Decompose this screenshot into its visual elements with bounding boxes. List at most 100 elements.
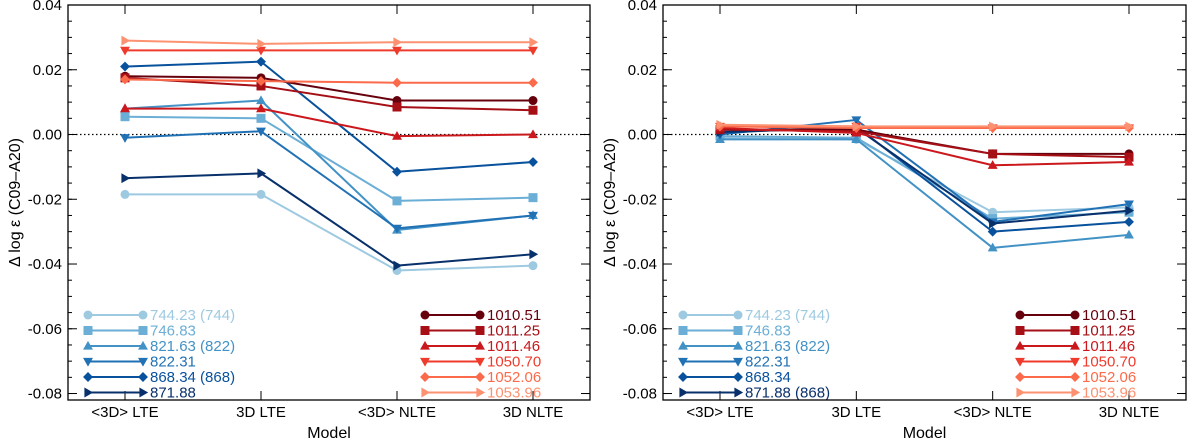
legend-label: 1052.06 [487,369,541,386]
chart-panel-left: 0.04 0.02 0.00 -0.02 -0.04 -0.06 -0.08 <3D> LTE… [7,0,591,442]
legend-marker-triangle-down [1015,357,1025,367]
legend-label: 1050.70 [487,354,541,371]
legend-label: 1011.46 [487,338,540,355]
y-tick-label: -0.04 [28,256,62,273]
legend-marker-circle [475,310,485,320]
legend-entry: 744.23 (744) [678,307,830,324]
legend-marker-diamond [420,372,430,382]
data-point-triangle-down [256,127,266,137]
legend-marker-square [475,326,485,335]
series-line [719,127,1130,167]
legend-marker-triangle-right [679,387,689,398]
legend-entry: 1010.51 [1015,307,1136,324]
data-point-square [120,112,130,122]
data-point-triangle-down [528,211,538,221]
data-point-triangle-right [989,218,998,229]
x-tick-label: 3D NLTE [503,404,564,421]
data-point-triangle-right [1125,121,1135,132]
y-tick-label: -0.04 [623,256,657,273]
data-point-triangle-up [256,95,266,105]
legend-marker-triangle-right [734,387,744,398]
x-axis-title: Model [903,425,947,442]
data-point-triangle-down [392,46,402,56]
legend-entry: 1010.51 [420,307,541,324]
legend-marker-diamond [1015,372,1025,382]
legend-entry: 821.63 (822) [83,338,235,355]
data-point-square [392,102,402,112]
legend-entry: 1050.70 [420,354,541,371]
legend-label: 1053.96 [1082,385,1136,402]
legend-marker-square [678,326,688,335]
y-tick-label: -0.08 [623,386,657,403]
x-tick-label: <3D> NLTE [358,404,436,421]
data-point-triangle-up [851,134,862,143]
data-point-triangle-up [256,103,266,113]
x-axis-title: Model [307,425,351,442]
series-line [719,125,1129,130]
data-point-triangle-right [393,37,403,48]
y-tick-label: -0.08 [28,386,62,403]
y-tick-label: 0.04 [628,0,657,14]
series-line [125,107,534,138]
series-1053-96 [121,35,539,49]
data-point-triangle-down [851,116,862,126]
legend-marker-triangle-right [476,387,486,398]
legend-label: 1010.51 [1082,307,1136,324]
legend-label: 746.83 [150,323,196,340]
legend-label: 1050.70 [1082,354,1136,371]
chart-panel-right: 0.04 0.02 0.00 -0.02 -0.04 -0.06 -0.08 <3D> LTE… [602,0,1187,442]
legend-label: 871.88 [150,385,196,402]
legend-marker-circle [138,310,148,320]
legend-marker-triangle-down [678,357,688,367]
series-line [124,99,534,232]
series-line [720,138,1130,249]
legend-marker-triangle-down [1070,357,1080,367]
legend-entry: 1011.46 [420,338,540,355]
data-point-triangle-up [528,129,538,139]
data-point-diamond [392,166,402,177]
legend-marker-square [138,326,148,335]
data-point-square [988,149,998,159]
y-tick-label: 0.02 [33,62,62,79]
data-point-triangle-down [120,134,130,143]
data-point-diamond [1124,216,1134,227]
series-1011-46 [715,122,1134,169]
legend-entry: 868.34 (868) [83,369,235,386]
series-822-31 [120,127,538,234]
legend-marker-triangle-right [139,387,149,398]
series-line [124,76,534,112]
legend-entry: 1052.06 [1015,369,1136,386]
data-point-triangle-up [987,160,998,169]
y-tick-label: 0.02 [628,62,657,79]
data-point-triangle-down [528,46,538,56]
legend-entry: 871.88 [84,385,196,402]
y-tick-label: 0.04 [33,0,62,14]
y-axis-title: Δ log ε (C09–A20) [602,138,619,267]
legend-label: 822.31 [745,354,791,371]
legend-marker-diamond [138,372,148,382]
y-axis-title: Δ log ε (C09–A20) [7,138,24,267]
legend-marker-triangle-up [733,340,743,350]
legend-label: 871.88 (868) [745,385,830,402]
series-871-88 [121,168,539,271]
legend-entry: 1011.25 [420,323,540,340]
legend-marker-circle [733,310,743,320]
legend-entry: 1011.25 [1015,323,1135,340]
x-tick-label: <3D> LTE [91,404,158,421]
data-point-triangle-right [257,168,267,179]
y-tick-label: -0.06 [623,321,657,338]
legend-entry: 821.63 (822) [678,338,830,355]
legend-marker-triangle-right [84,387,94,398]
legend-marker-triangle-right [1071,387,1081,398]
legend-entry: 1050.70 [1015,354,1136,371]
plot-frame [67,4,591,401]
legend-label: 1011.25 [487,323,540,340]
legend-marker-triangle-down [475,357,485,367]
series-line [719,123,1129,128]
data-point-triangle-right [257,38,267,49]
legend-entry: 744.23 (744) [83,307,235,324]
legend-label: 822.31 [150,354,196,371]
legend-marker-triangle-down [733,357,743,367]
series-line [124,130,534,230]
data-point-triangle-up [392,130,402,140]
